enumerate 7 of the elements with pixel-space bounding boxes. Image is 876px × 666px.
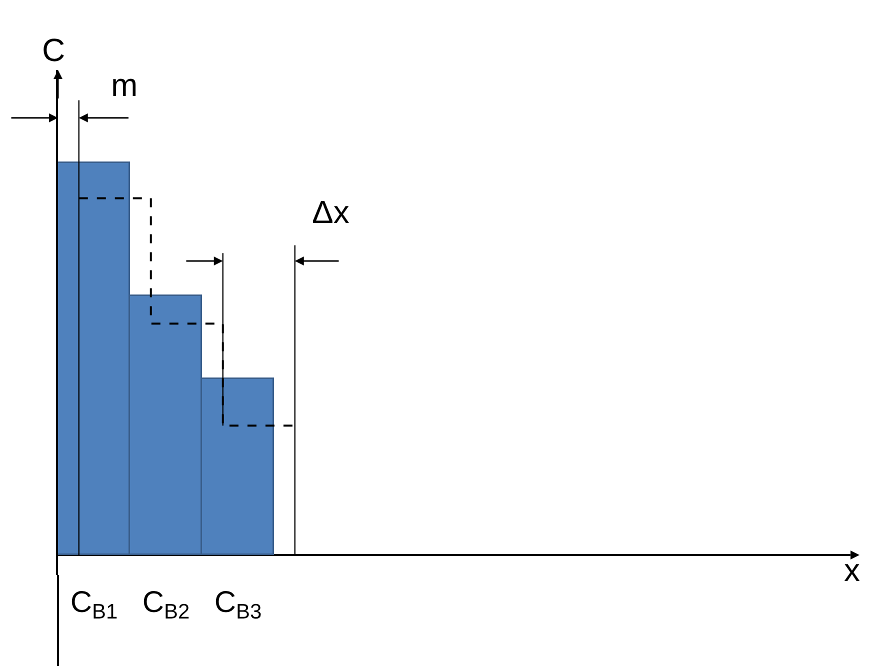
x-tick-label: C$_{B1}$ (70, 586, 118, 624)
text: m (111, 67, 138, 103)
x-tick-label: C$_{B2}$ (142, 586, 190, 624)
text: Δx (312, 194, 350, 230)
y-axis-title: C (42, 32, 66, 68)
x-tick-label: C$_{B3}$ (214, 586, 262, 624)
text: x (844, 552, 860, 588)
